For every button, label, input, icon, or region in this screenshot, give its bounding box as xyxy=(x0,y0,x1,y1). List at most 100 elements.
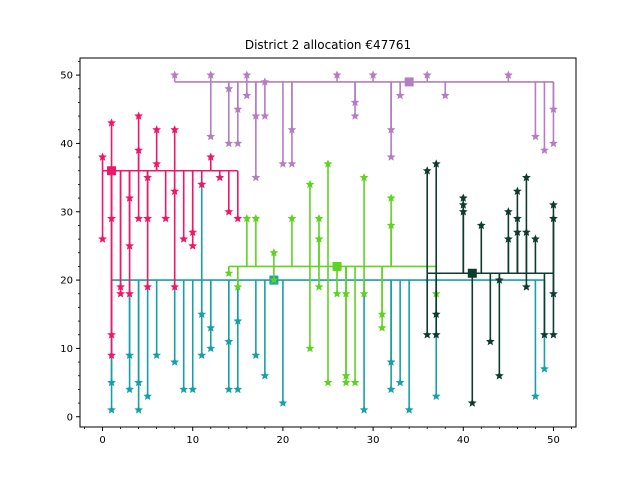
point-marker xyxy=(152,125,162,134)
point-marker xyxy=(522,282,531,291)
point-marker xyxy=(549,138,558,148)
point-marker xyxy=(494,275,504,284)
point-marker xyxy=(224,384,234,394)
series-cluster-teal xyxy=(107,179,549,414)
cluster-center xyxy=(107,166,117,176)
point-marker xyxy=(422,330,432,339)
point-marker xyxy=(431,159,441,168)
point-marker xyxy=(152,159,162,168)
point-marker xyxy=(224,138,234,148)
point-marker xyxy=(125,193,134,202)
point-marker xyxy=(125,289,134,298)
y-tick-label: 40 xyxy=(60,139,73,150)
x-tick-label: 0 xyxy=(99,435,105,446)
y-tick-label: 50 xyxy=(60,71,73,82)
point-marker xyxy=(440,90,450,100)
point-marker xyxy=(224,207,234,216)
series-cluster-green xyxy=(224,159,441,387)
point-marker xyxy=(359,405,369,414)
point-marker xyxy=(170,70,180,79)
point-marker xyxy=(98,234,107,243)
point-marker xyxy=(341,377,351,387)
cluster-center xyxy=(467,268,477,278)
point-marker xyxy=(125,350,134,359)
cluster-center xyxy=(404,77,414,87)
point-marker xyxy=(458,207,468,216)
point-marker xyxy=(251,350,261,359)
point-marker xyxy=(549,200,558,209)
point-marker xyxy=(503,70,513,79)
point-marker xyxy=(431,330,441,339)
point-marker xyxy=(260,77,270,86)
point-marker xyxy=(107,377,116,387)
point-marker xyxy=(170,125,180,134)
point-marker xyxy=(233,282,243,291)
point-marker xyxy=(540,364,549,373)
point-marker xyxy=(233,316,243,325)
point-marker xyxy=(314,282,324,291)
point-marker xyxy=(269,275,279,284)
cluster-center xyxy=(332,261,342,271)
point-marker xyxy=(278,398,288,407)
point-marker xyxy=(143,282,153,291)
series-cluster-purple xyxy=(170,70,558,182)
y-tick-label: 10 xyxy=(60,344,73,355)
point-marker xyxy=(116,289,125,298)
point-marker xyxy=(368,70,378,79)
point-marker xyxy=(431,309,441,318)
point-marker xyxy=(170,357,180,366)
plot-frame xyxy=(79,57,577,428)
y-tick-label: 0 xyxy=(67,412,73,423)
point-marker xyxy=(522,227,531,236)
chart-title: District 2 allocation €47761 xyxy=(245,38,411,52)
point-marker xyxy=(332,289,342,298)
point-marker xyxy=(531,234,540,243)
point-marker xyxy=(260,371,270,380)
point-marker xyxy=(143,391,153,400)
point-marker xyxy=(305,343,315,353)
point-marker xyxy=(206,323,216,332)
point-marker xyxy=(134,145,143,154)
point-marker xyxy=(242,70,252,79)
point-marker xyxy=(422,166,432,175)
point-marker xyxy=(377,323,387,332)
point-marker xyxy=(458,200,468,209)
point-marker xyxy=(251,172,261,182)
point-marker xyxy=(107,118,116,127)
point-marker xyxy=(350,377,360,387)
point-marker xyxy=(458,193,468,202)
point-marker xyxy=(531,391,540,400)
point-marker xyxy=(323,159,333,168)
point-marker xyxy=(522,172,531,182)
point-marker xyxy=(233,384,243,394)
point-marker xyxy=(359,289,369,298)
point-marker xyxy=(422,70,432,79)
x-tick-label: 30 xyxy=(367,435,380,446)
point-marker xyxy=(531,131,540,141)
point-marker xyxy=(134,405,143,414)
point-marker xyxy=(206,70,216,79)
point-marker xyxy=(242,90,252,100)
point-marker xyxy=(206,131,216,141)
plot-series xyxy=(98,70,558,414)
point-marker xyxy=(377,309,387,318)
point-marker xyxy=(323,377,333,387)
x-tick-label: 20 xyxy=(277,435,290,446)
point-marker xyxy=(540,330,549,339)
point-marker xyxy=(224,268,234,277)
point-marker xyxy=(386,152,396,161)
point-marker xyxy=(540,145,549,154)
point-marker xyxy=(134,111,143,120)
point-marker xyxy=(350,111,360,120)
point-marker xyxy=(386,193,396,202)
point-marker xyxy=(197,179,207,189)
point-marker xyxy=(188,384,198,394)
point-marker xyxy=(386,220,396,230)
point-marker xyxy=(314,234,324,243)
point-marker xyxy=(242,213,252,223)
y-axis: 0 10 20 30 40 50 xyxy=(60,61,80,423)
point-marker xyxy=(395,377,405,387)
point-marker xyxy=(513,213,522,223)
point-marker xyxy=(251,213,261,223)
y-tick-label: 20 xyxy=(60,276,73,287)
